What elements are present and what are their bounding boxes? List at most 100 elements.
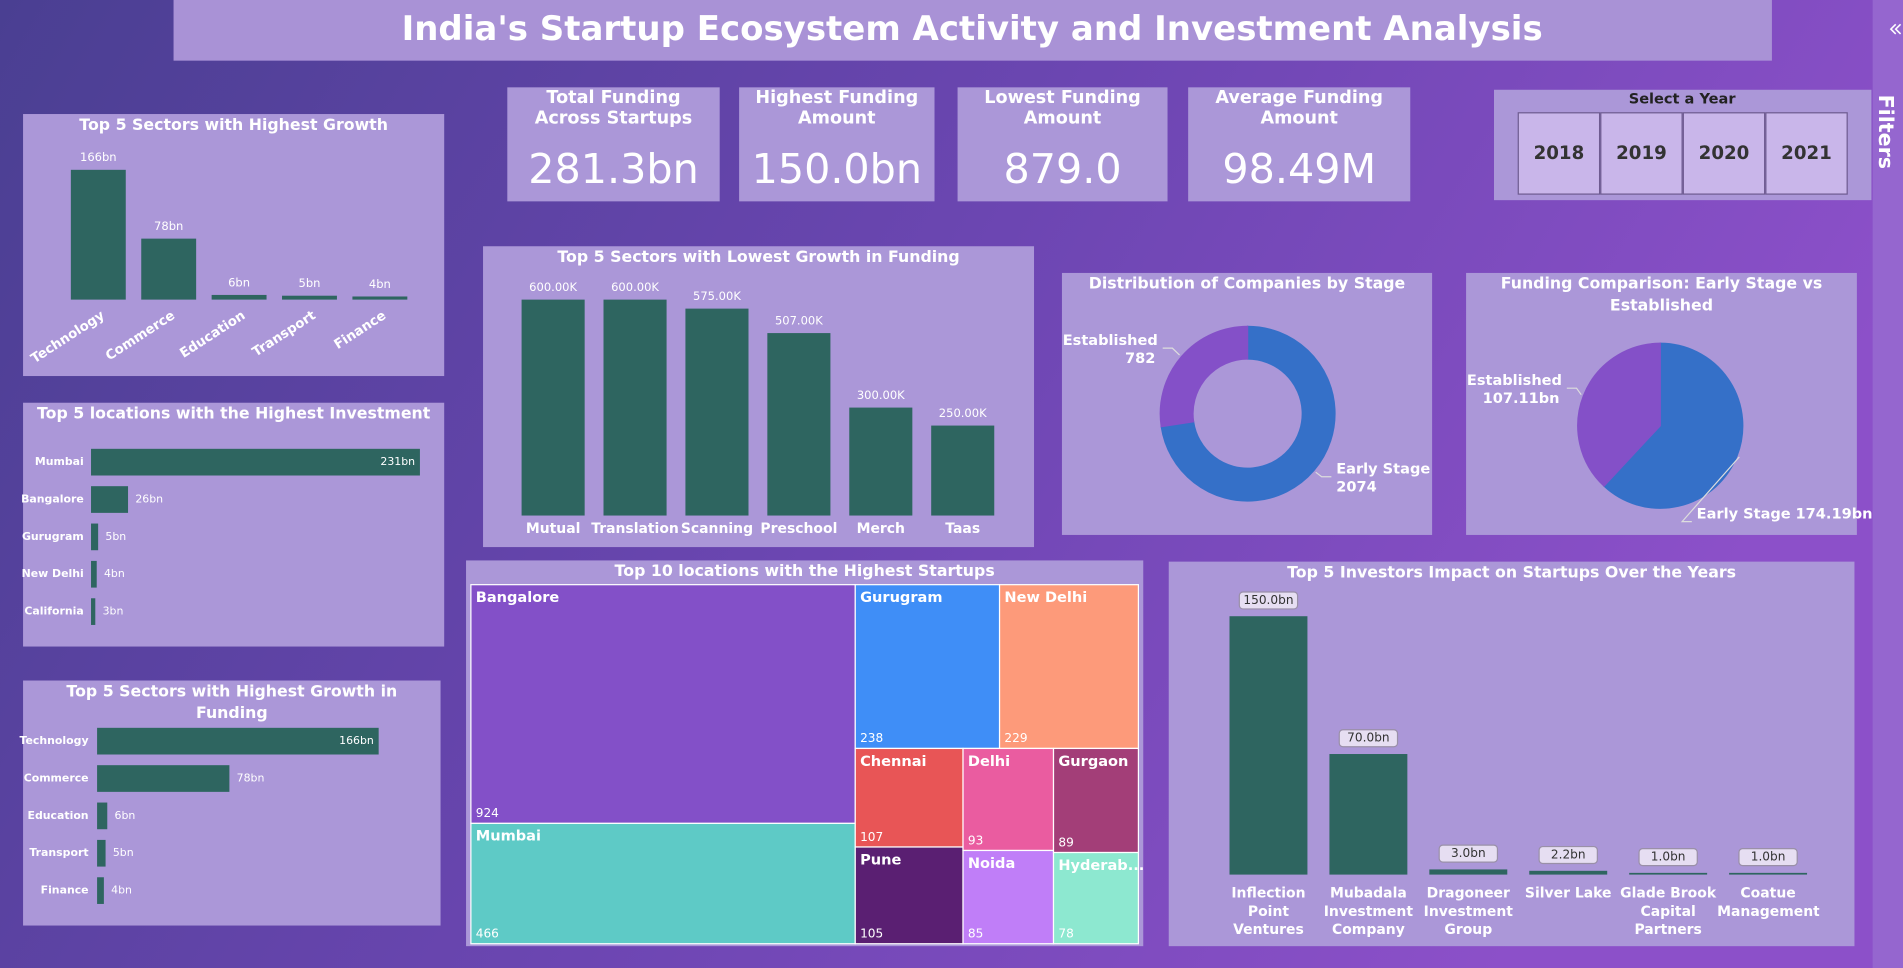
kpi-value: 281.3bn xyxy=(528,145,698,193)
kpi-label: Highest Funding Amount xyxy=(755,88,919,129)
y-tick-label: Mumbai xyxy=(35,455,84,468)
cell-value: 105 xyxy=(860,927,883,941)
slicer-option[interactable] xyxy=(1600,112,1683,195)
cell-label: Gurgaon xyxy=(1058,753,1128,770)
kpi-label-box: Total Funding Across Startups xyxy=(534,88,693,129)
data-label: 3bn xyxy=(103,605,124,618)
y-tick-label: Finance xyxy=(41,884,89,897)
bar xyxy=(685,308,749,516)
x-tick-label: Coatue Management xyxy=(1717,884,1820,920)
chart-title-box: Top 10 locations with the Highest Startu… xyxy=(615,563,995,581)
data-label: 600.00K xyxy=(611,280,659,294)
bar xyxy=(97,802,108,830)
bar xyxy=(603,299,667,516)
filters-pane[interactable] xyxy=(1872,0,1903,968)
kpi-card xyxy=(507,87,720,202)
kpi-label-box: Lowest Funding Amount xyxy=(984,88,1141,129)
x-tick-label-box: Glade Brook Capital Partners xyxy=(1620,884,1717,938)
bar xyxy=(91,598,96,625)
kpi-label-box: Highest Funding Amount xyxy=(755,88,919,129)
cell-value: 78 xyxy=(1058,927,1073,941)
data-label: 300.00K xyxy=(857,388,905,402)
x-tick-label-box: Inflection Point Ventures xyxy=(1231,884,1306,938)
treemap-cell xyxy=(854,747,964,848)
y-tick-label: Education xyxy=(28,809,89,822)
cell-value: 229 xyxy=(1004,731,1027,745)
bar xyxy=(141,238,197,300)
x-tick-label: Merch xyxy=(857,521,905,537)
bar xyxy=(91,486,129,513)
slicer-option[interactable] xyxy=(1765,112,1848,195)
treemap-cell xyxy=(470,584,856,824)
pie-slice xyxy=(1160,325,1336,502)
slicer-option-label[interactable]: 2019 xyxy=(1616,143,1667,164)
data-label: 231bn xyxy=(380,455,415,468)
data-label-box xyxy=(1538,845,1598,865)
bar xyxy=(91,560,97,588)
chart-panel xyxy=(23,680,441,926)
slicer-option[interactable] xyxy=(1682,112,1766,195)
slicer-option-label[interactable]: 2021 xyxy=(1781,143,1832,164)
bar xyxy=(1629,872,1708,875)
cell-value: 107 xyxy=(860,830,883,844)
bar xyxy=(1229,616,1308,875)
treemap-cell xyxy=(962,849,1055,945)
chart-title-box: Top 5 locations with the Highest Investm… xyxy=(37,405,430,423)
slice-name: Early Stage xyxy=(1336,460,1430,477)
slice-value: 2074 xyxy=(1336,479,1377,496)
cell-value: 93 xyxy=(968,833,983,847)
chart-title: Top 5 Sectors with Lowest Growth in Fund… xyxy=(557,248,960,267)
data-label: 250.00K xyxy=(939,406,987,420)
kpi-card xyxy=(1188,87,1411,202)
cell-label: Noida xyxy=(968,855,1015,872)
cell-label: Mumbai xyxy=(476,828,541,845)
bar xyxy=(1529,870,1608,875)
data-label: 78bn xyxy=(237,772,265,785)
chart-title: Top 5 Sectors with Highest Growth xyxy=(79,116,388,135)
x-tick-label: Translation xyxy=(591,521,679,537)
cell-value: 924 xyxy=(476,806,499,820)
kpi-label: Total Funding Across Startups xyxy=(534,88,693,129)
kpi-label: Lowest Funding Amount xyxy=(984,88,1141,129)
y-tick-label: Technology xyxy=(20,734,89,747)
collapse-icon[interactable] xyxy=(1889,23,1902,35)
data-label: 575.00K xyxy=(693,289,741,303)
bar xyxy=(97,839,106,867)
dashboard-title: India's Startup Ecosystem Activity and I… xyxy=(402,9,1543,49)
slice-value: 782 xyxy=(1125,350,1155,367)
data-label: 2.2bn xyxy=(1551,848,1586,862)
data-label: 3.0bn xyxy=(1451,846,1486,860)
bar xyxy=(1329,754,1408,875)
chart-title-box: Distribution of Companies by Stage xyxy=(1089,275,1406,293)
y-tick-label: Commerce xyxy=(24,772,89,785)
leader-line xyxy=(1566,387,1582,396)
slicer-option-label[interactable]: 2020 xyxy=(1699,143,1750,164)
slicer-title: Select a Year xyxy=(1629,90,1737,107)
slicer-option-label[interactable]: 2018 xyxy=(1534,143,1585,164)
bar xyxy=(211,294,267,300)
x-tick-label: Glade Brook Capital Partners xyxy=(1620,884,1717,938)
cell-value: 238 xyxy=(860,731,883,745)
data-label: 4bn xyxy=(111,884,132,897)
x-tick-label: Taas xyxy=(945,521,980,537)
cell-label: Pune xyxy=(860,851,901,868)
chart-title-box: Top 5 Investors Impact on Startups Over … xyxy=(1287,564,1736,582)
data-label: 26bn xyxy=(135,493,163,506)
x-tick-label-box: Coatue Management xyxy=(1717,884,1820,920)
data-label: 166bn xyxy=(80,150,117,164)
treemap-cell xyxy=(854,846,964,945)
chart-title: Top 5 Sectors with Highest Growth in Fun… xyxy=(66,682,398,723)
slicer-option[interactable] xyxy=(1517,112,1601,195)
cell-label: Hyderab... xyxy=(1058,857,1144,874)
data-label: 1.0bn xyxy=(1751,850,1786,864)
x-tick-label: Inflection Point Ventures xyxy=(1231,884,1306,938)
data-label: 600.00K xyxy=(529,280,577,294)
data-label: 4bn xyxy=(104,567,125,580)
data-label: 6bn xyxy=(228,275,250,289)
slice-value: 174.19bn xyxy=(1796,505,1873,522)
cell-label: Delhi xyxy=(968,753,1010,770)
filters-label[interactable]: Filters xyxy=(1874,95,1898,169)
slice-value: 107.11bn xyxy=(1483,390,1560,407)
kpi-label: Average Funding Amount xyxy=(1215,88,1383,129)
